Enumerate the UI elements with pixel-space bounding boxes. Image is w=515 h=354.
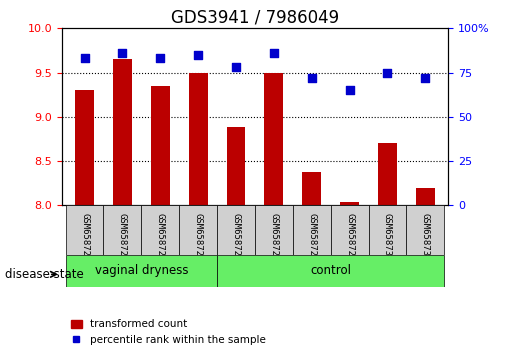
Bar	[378, 143, 397, 354]
Text: control: control	[310, 264, 351, 277]
Text: GSM658723: GSM658723	[118, 213, 127, 261]
Bar	[151, 86, 170, 354]
FancyBboxPatch shape	[65, 205, 104, 255]
Text: GSM658727: GSM658727	[156, 213, 165, 261]
Point	[156, 56, 164, 61]
Point	[118, 50, 127, 56]
FancyBboxPatch shape	[217, 255, 444, 287]
Text: GSM658729: GSM658729	[345, 213, 354, 261]
Text: vaginal dryness: vaginal dryness	[95, 264, 188, 277]
Point	[232, 64, 240, 70]
Bar	[302, 172, 321, 354]
Legend: transformed count, percentile rank within the sample: transformed count, percentile rank withi…	[67, 315, 270, 349]
Point	[421, 75, 430, 81]
FancyBboxPatch shape	[293, 205, 331, 255]
Bar	[340, 202, 359, 354]
Point	[270, 50, 278, 56]
Title: GDS3941 / 7986049: GDS3941 / 7986049	[171, 9, 339, 27]
FancyBboxPatch shape	[331, 205, 369, 255]
Text: GSM658730: GSM658730	[383, 213, 392, 261]
FancyBboxPatch shape	[406, 205, 444, 255]
Text: GSM658726: GSM658726	[307, 213, 316, 261]
FancyBboxPatch shape	[217, 205, 255, 255]
Point	[307, 75, 316, 81]
FancyBboxPatch shape	[255, 205, 293, 255]
Point	[383, 70, 391, 75]
Bar	[264, 73, 283, 354]
FancyBboxPatch shape	[104, 205, 141, 255]
FancyBboxPatch shape	[179, 205, 217, 255]
FancyBboxPatch shape	[141, 205, 179, 255]
Text: GSM658731: GSM658731	[421, 213, 430, 261]
FancyBboxPatch shape	[65, 255, 217, 287]
Point	[80, 56, 89, 61]
Bar	[188, 73, 208, 354]
Point	[194, 52, 202, 58]
Bar	[227, 127, 246, 354]
Text: GSM658724: GSM658724	[231, 213, 241, 261]
Bar	[75, 90, 94, 354]
Text: GSM658728: GSM658728	[194, 213, 202, 261]
Bar	[113, 59, 132, 354]
Bar	[416, 188, 435, 354]
Text: GSM658722: GSM658722	[80, 213, 89, 261]
Text: disease state: disease state	[5, 268, 84, 281]
Point	[346, 87, 354, 93]
FancyBboxPatch shape	[369, 205, 406, 255]
Text: GSM658725: GSM658725	[269, 213, 279, 261]
